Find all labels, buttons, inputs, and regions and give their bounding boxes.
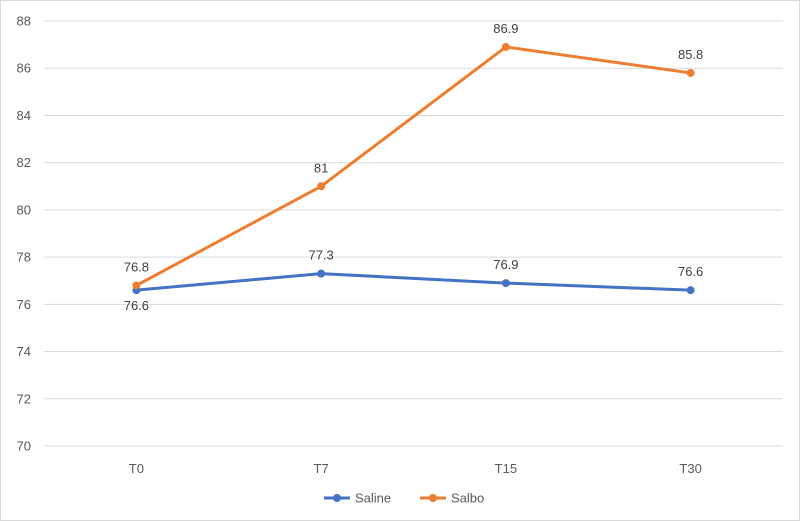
x-tick-label-t0: T0: [129, 461, 144, 476]
x-tick-label-t30: T30: [679, 461, 701, 476]
y-tick-label-88: 88: [17, 14, 31, 29]
legend-swatch-marker-saline: [333, 494, 341, 502]
y-tick-label-74: 74: [17, 344, 31, 359]
legend-item-saline: Saline: [324, 491, 391, 506]
point-salbo-t15: [501, 42, 510, 51]
series-line-salbo: [134, 45, 693, 287]
point-salbo-t7: [317, 182, 326, 191]
legend-label-salbo: Salbo: [451, 491, 484, 506]
data-label-saline-t0: 76.6: [124, 298, 149, 313]
point-salbo-t30: [686, 68, 695, 77]
y-tick-label-72: 72: [17, 391, 31, 406]
point-saline-t15: [501, 279, 510, 288]
y-tick-label-80: 80: [17, 202, 31, 217]
legend: Saline Salbo: [324, 491, 484, 506]
y-tick-label-84: 84: [17, 108, 31, 123]
y-tick-label-78: 78: [17, 250, 31, 265]
data-label-salbo-t7: 81: [314, 160, 328, 175]
y-tick-label-76: 76: [17, 297, 31, 312]
y-tick-label-86: 86: [17, 61, 31, 76]
series-line-saline: [134, 272, 693, 292]
data-labels: 76.6 77.3 76.9 76.6 76.8 81 86.9 85.8: [124, 21, 704, 313]
data-label-saline-t30: 76.6: [678, 264, 703, 279]
data-label-salbo-t15: 86.9: [493, 21, 518, 36]
y-tick-label-82: 82: [17, 155, 31, 170]
point-saline-t7: [317, 269, 326, 278]
y-axis-tick-labels: 70 72 74 76 78 80 82 84 86 88: [17, 14, 31, 454]
legend-swatch-marker-salbo: [429, 494, 437, 502]
legend-label-saline: Saline: [355, 491, 391, 506]
data-label-salbo-t0: 76.8: [124, 259, 149, 274]
data-label-salbo-t30: 85.8: [678, 47, 703, 62]
x-axis-tick-labels: T0 T7 T15 T30: [129, 461, 702, 476]
x-tick-label-t7: T7: [314, 461, 329, 476]
data-label-saline-t7: 77.3: [308, 248, 333, 263]
x-tick-label-t15: T15: [495, 461, 517, 476]
point-saline-t30: [686, 286, 695, 295]
legend-item-salbo: Salbo: [420, 491, 484, 506]
gridlines: [44, 20, 783, 447]
series-lines: [132, 42, 695, 295]
y-tick-label-70: 70: [17, 439, 31, 454]
point-salbo-t0: [132, 281, 141, 290]
data-label-saline-t15: 76.9: [493, 257, 518, 272]
